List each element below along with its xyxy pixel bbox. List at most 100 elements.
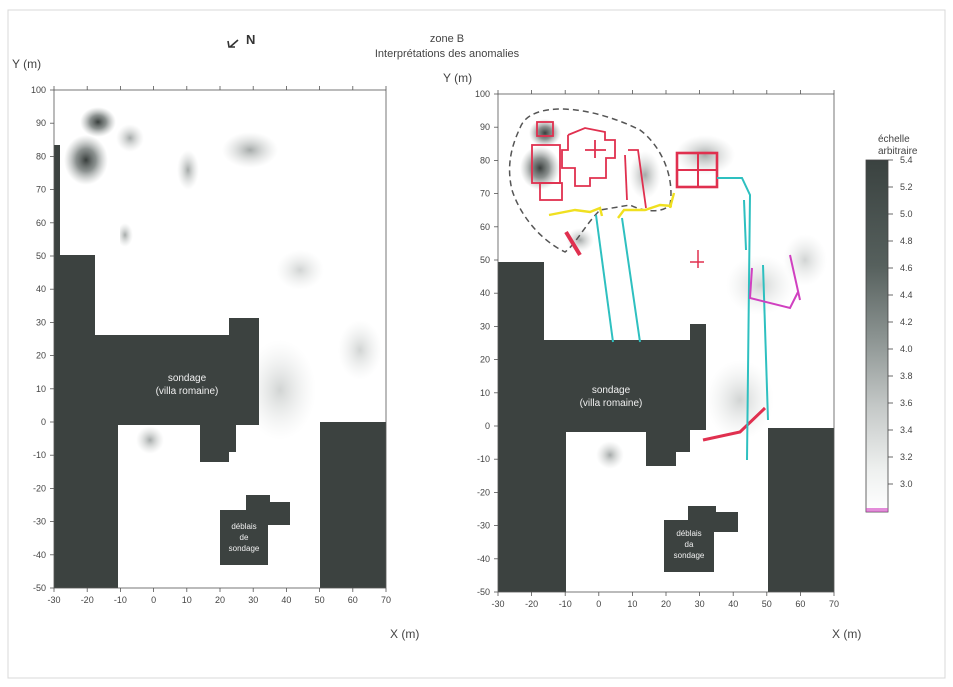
deblais-block bbox=[664, 506, 738, 572]
left-y-tick-label: 80 bbox=[36, 151, 46, 161]
right-y-tick-label: 40 bbox=[480, 288, 490, 298]
unsurveyed-block bbox=[768, 428, 834, 592]
anomaly-blob bbox=[520, 146, 560, 190]
deblais-label: de bbox=[240, 533, 249, 542]
interpretation-walls-magenta bbox=[748, 254, 801, 310]
color-scale-tick-label: 3.0 bbox=[900, 479, 913, 489]
sondage-label: sondage bbox=[592, 385, 631, 396]
color-scale-tick-label: 4.0 bbox=[900, 344, 913, 354]
right-y-tick-label: -20 bbox=[477, 487, 490, 497]
anomaly-blob bbox=[706, 360, 774, 440]
survey-gap bbox=[54, 200, 120, 255]
right-y-tick-label: 0 bbox=[485, 421, 490, 431]
anomaly-blob bbox=[726, 255, 794, 315]
figure-title-zone: zone B bbox=[430, 33, 464, 45]
interpretation-walls-cyan bbox=[595, 177, 769, 461]
color-scale-tick-label: 4.2 bbox=[900, 317, 913, 327]
left-y-tick-label: -30 bbox=[33, 517, 46, 527]
deblais-label: déblais bbox=[231, 522, 256, 531]
anomaly-blob bbox=[629, 151, 661, 199]
left-map-panel: sondage (villa romaine) déblais de sonda… bbox=[12, 57, 419, 641]
anomaly-blob bbox=[675, 135, 735, 175]
deblais-label: da bbox=[685, 540, 694, 549]
right-y-tick-label: 60 bbox=[480, 222, 490, 232]
right-map-panel: sondage (villa romaine) déblais da sonda… bbox=[443, 71, 861, 641]
right-x-axis: -30 -20 -10 0 10 20 30 40 50 60 70 bbox=[491, 90, 839, 609]
left-x-axis-label: X (m) bbox=[390, 627, 419, 641]
anomaly-blob bbox=[80, 107, 116, 137]
left-y-tick-label: 20 bbox=[36, 351, 46, 361]
left-y-axis-label: Y (m) bbox=[12, 57, 41, 71]
left-y-tick-label: -10 bbox=[33, 450, 46, 460]
deblais-label: déblais bbox=[676, 529, 701, 538]
figure-title-interpretation: Interprétations des anomalies bbox=[375, 48, 520, 60]
deblais-block bbox=[220, 495, 290, 565]
left-x-tick-label: 60 bbox=[348, 595, 358, 605]
left-x-tick-label: 0 bbox=[151, 595, 156, 605]
anomaly-blob bbox=[117, 223, 133, 247]
left-x-tick-label: -10 bbox=[114, 595, 127, 605]
left-y-tick-label: 100 bbox=[31, 85, 46, 95]
anomaly-blob bbox=[177, 150, 199, 190]
right-x-tick-label: 70 bbox=[829, 599, 839, 609]
north-label: N bbox=[246, 32, 255, 47]
right-x-tick-label: 20 bbox=[661, 599, 671, 609]
left-x-tick-label: 40 bbox=[281, 595, 291, 605]
anomaly-blob bbox=[783, 234, 827, 286]
left-y-tick-label: 90 bbox=[36, 118, 46, 128]
anomaly-zone-outline bbox=[508, 108, 672, 253]
left-x-tick-label: -30 bbox=[47, 595, 60, 605]
color-scale-tick-label: 3.4 bbox=[900, 425, 913, 435]
left-y-tick-label: 70 bbox=[36, 185, 46, 195]
interpretation-walls-red bbox=[531, 121, 767, 442]
sondage-sublabel: (villa romaine) bbox=[580, 398, 643, 409]
left-y-tick-label: -50 bbox=[33, 583, 46, 593]
left-x-tick-label: 70 bbox=[381, 595, 391, 605]
left-y-tick-label: 10 bbox=[36, 384, 46, 394]
right-y-tick-label: 100 bbox=[475, 89, 490, 99]
left-x-tick-label: 50 bbox=[315, 595, 325, 605]
right-y-tick-label: 70 bbox=[480, 189, 490, 199]
color-scale-tick-label: 5.4 bbox=[900, 155, 913, 165]
right-y-axis-label: Y (m) bbox=[443, 71, 472, 85]
north-arrow: N bbox=[227, 32, 255, 48]
sondage-sublabel: (villa romaine) bbox=[156, 386, 219, 397]
right-x-tick-label: 30 bbox=[695, 599, 705, 609]
sondage-label: sondage bbox=[168, 373, 207, 384]
anomaly-blob bbox=[244, 340, 316, 440]
interpretation-walls-yellow bbox=[548, 192, 676, 219]
color-scale-subtitle: arbitraire bbox=[878, 146, 918, 157]
right-y-tick-label: 80 bbox=[480, 155, 490, 165]
right-x-tick-label: -20 bbox=[525, 599, 538, 609]
color-scale-tick-label: 4.8 bbox=[900, 236, 913, 246]
right-y-tick-label: 10 bbox=[480, 388, 490, 398]
anomaly-blob bbox=[222, 132, 278, 168]
left-x-tick-label: -20 bbox=[81, 595, 94, 605]
color-scale-tick-label: 3.6 bbox=[900, 398, 913, 408]
left-y-tick-label: 0 bbox=[41, 417, 46, 427]
color-scale-tick-label: 5.2 bbox=[900, 182, 913, 192]
anomaly-blob bbox=[596, 441, 624, 469]
sondage-block bbox=[54, 145, 259, 588]
right-y-tick-label: -30 bbox=[477, 521, 490, 531]
right-x-tick-label: 60 bbox=[795, 599, 805, 609]
color-scale-title: échelle bbox=[878, 134, 910, 145]
right-x-tick-label: -10 bbox=[559, 599, 572, 609]
right-y-tick-label: 20 bbox=[480, 355, 490, 365]
deblais-label: sondage bbox=[674, 551, 705, 560]
color-scale-bar bbox=[865, 159, 889, 513]
right-y-tick-label: 50 bbox=[480, 255, 490, 265]
left-y-tick-label: -40 bbox=[33, 550, 46, 560]
color-scale-ticks: 5.4 5.2 5.0 4.8 4.6 4.4 4.2 4.0 3.8 3.6 3.4 3.2 3.0 bbox=[888, 155, 913, 489]
right-x-tick-label: 40 bbox=[728, 599, 738, 609]
anomaly-blob bbox=[338, 320, 382, 380]
deblais-label: sondage bbox=[229, 544, 260, 553]
right-x-tick-label: -30 bbox=[491, 599, 504, 609]
right-y-tick-label: -40 bbox=[477, 554, 490, 564]
anomaly-blob bbox=[64, 135, 108, 185]
right-x-axis-label: X (m) bbox=[832, 627, 861, 641]
color-scale-tick-label: 5.0 bbox=[900, 209, 913, 219]
left-y-tick-label: 30 bbox=[36, 317, 46, 327]
